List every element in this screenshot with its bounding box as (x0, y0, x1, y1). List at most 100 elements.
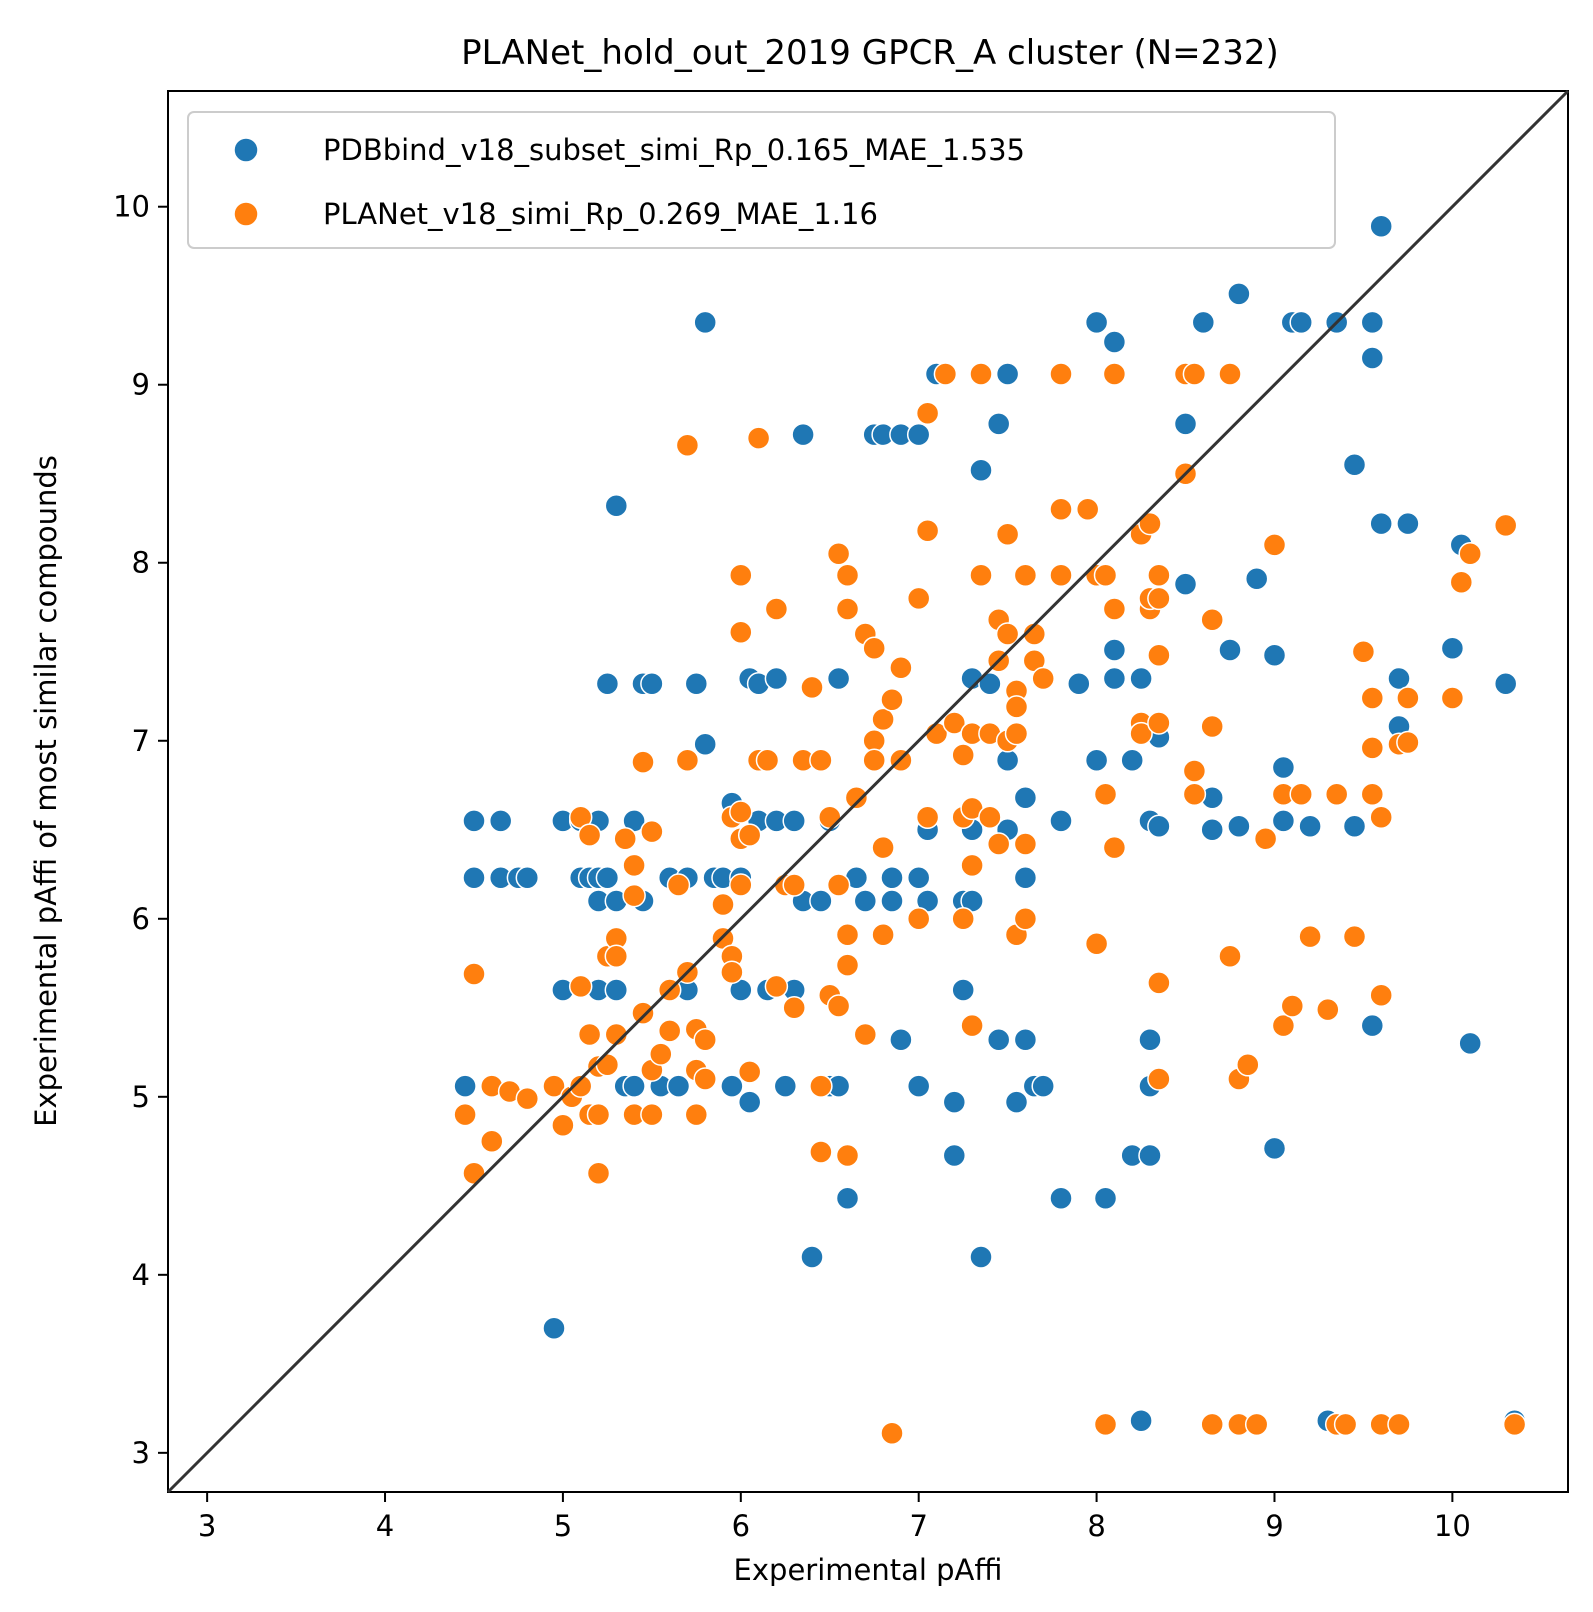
data-point-planet (906, 586, 931, 611)
data-point-planet (764, 974, 789, 999)
data-point-pdbbind (1120, 748, 1144, 773)
data-point-pdbbind (453, 1074, 477, 1098)
data-point-planet (1049, 497, 1073, 522)
data-point-planet (835, 597, 860, 621)
data-point-planet (1031, 666, 1055, 691)
y-tick-label: 5 (132, 1080, 150, 1114)
data-point-pdbbind (1360, 310, 1385, 335)
data-point-planet (746, 426, 771, 450)
axis-ticks: 3 4 5 6 7 8 9 10 3 4 5 6 7 8 9 10 (113, 190, 1471, 1543)
data-point-planet (826, 542, 851, 566)
data-point-planet (577, 1022, 602, 1047)
data-point-pdbbind (604, 978, 629, 1002)
data-point-planet (1093, 563, 1118, 587)
data-point-planet (1182, 759, 1207, 783)
data-point-pdbbind (782, 809, 806, 833)
data-point-planet (631, 1001, 655, 1025)
data-point-planet (1333, 1412, 1358, 1437)
data-point-planet (1440, 686, 1465, 710)
legend: PDBbind_v18_subset_simi_Rp_0.165_MAE_1.5… (187, 111, 1336, 249)
data-point-pdbbind (1013, 866, 1038, 890)
data-point-planet (1102, 362, 1127, 386)
data-point-planet (1013, 907, 1038, 931)
data-point-planet (1147, 586, 1171, 611)
data-point-planet (755, 748, 780, 773)
data-point-pdbbind (1173, 572, 1198, 596)
data-point-planet (871, 707, 895, 732)
data-point-planet (1369, 805, 1393, 830)
data-point-planet (835, 563, 860, 587)
data-point-planet (551, 1113, 575, 1138)
data-point-pdbbind (969, 458, 993, 482)
data-point-pdbbind (737, 1090, 762, 1114)
plot-frame (167, 90, 1569, 1493)
data-point-planet (1200, 607, 1224, 632)
data-point-planet (1280, 994, 1305, 1018)
data-point-pdbbind (1102, 666, 1127, 691)
data-point-pdbbind (604, 494, 629, 518)
data-point-pdbbind (800, 1245, 824, 1269)
data-point-pdbbind (1129, 1409, 1153, 1433)
data-point-pdbbind (1458, 1031, 1482, 1056)
data-point-pdbbind (1138, 1028, 1162, 1052)
data-point-pdbbind (693, 732, 717, 757)
data-point-pdbbind (1262, 1136, 1287, 1161)
data-point-planet (960, 1013, 984, 1038)
data-point-planet (1147, 643, 1171, 668)
data-point-planet (880, 688, 904, 712)
data-point-planet (1147, 563, 1171, 587)
data-point-planet (577, 823, 602, 847)
data-point-planet (640, 819, 664, 844)
data-point-planet (729, 620, 753, 644)
data-point-pdbbind (1138, 1143, 1162, 1168)
data-point-planet (862, 636, 886, 660)
data-point-planet (693, 1067, 717, 1091)
data-point-planet (1396, 730, 1420, 755)
data-point-planet (568, 1074, 593, 1098)
data-point-pdbbind (1031, 1074, 1055, 1098)
x-axis-label: Experimental pAffi (734, 1553, 1003, 1587)
data-point-pdbbind (462, 809, 486, 833)
data-point-planet (542, 1074, 566, 1098)
data-point-planet (649, 1042, 673, 1066)
data-point-planet (737, 823, 762, 847)
legend-label-planet: PLANet_v18_simi_Rp_0.269_MAE_1.16 (323, 197, 878, 231)
x-tick-label: 9 (1265, 1509, 1283, 1543)
data-point-planet (969, 362, 993, 386)
data-point-pdbbind (995, 748, 1020, 773)
data-point-planet (515, 1086, 540, 1111)
data-point-planet (729, 563, 753, 587)
data-point-planet (640, 1102, 664, 1127)
data-point-planet (1298, 924, 1322, 949)
data-point-pdbbind (969, 1245, 993, 1269)
data-point-planet (809, 1074, 833, 1098)
data-point-planet (1493, 513, 1518, 538)
data-point-pdbbind (1369, 214, 1393, 239)
data-point-planet (1102, 597, 1127, 621)
data-point-planet (1147, 971, 1171, 995)
chart-title: PLANet_hold_out_2019 GPCR_A cluster (N=2… (461, 33, 1279, 73)
y-tick-label: 8 (132, 546, 150, 580)
data-point-planet (729, 800, 753, 824)
data-point-planet (462, 962, 486, 986)
data-point-planet (1360, 782, 1385, 806)
data-point-planet (809, 748, 833, 773)
legend-marker-planet (233, 201, 259, 227)
data-point-planet (1360, 686, 1385, 710)
data-point-planet (862, 748, 886, 773)
data-point-planet (995, 522, 1020, 547)
data-point-pdbbind (880, 889, 904, 913)
data-point-planet (844, 785, 869, 810)
data-point-planet (764, 597, 789, 621)
data-point-pdbbind (1147, 814, 1171, 838)
data-point-planet (871, 835, 895, 860)
data-point-planet (906, 907, 931, 931)
data-point-planet (1075, 497, 1100, 522)
data-point-planet (684, 1102, 709, 1127)
data-point-pdbbind (809, 889, 833, 913)
data-point-planet (462, 1161, 486, 1186)
data-point-planet (1049, 563, 1073, 587)
y-tick-label: 6 (132, 902, 150, 936)
data-point-planet (1102, 835, 1127, 860)
data-point-planet (826, 994, 851, 1018)
